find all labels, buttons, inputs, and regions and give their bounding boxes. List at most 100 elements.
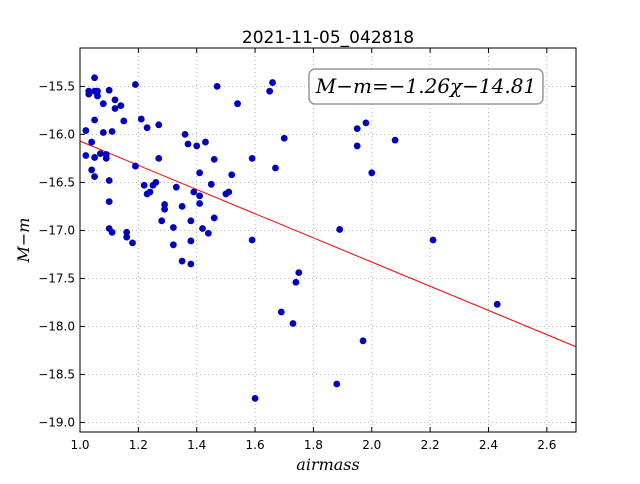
y-tick-label: −18.5	[38, 367, 75, 381]
data-point	[190, 188, 198, 196]
y-tick-label: −17.0	[38, 223, 75, 237]
equation-box-frame	[308, 68, 544, 105]
data-point	[251, 395, 259, 402]
data-point	[277, 308, 285, 316]
data-point	[91, 116, 98, 124]
y-tick-label: −19.0	[38, 415, 75, 429]
data-point	[172, 183, 180, 191]
data-point	[213, 83, 221, 90]
data-point	[161, 205, 169, 213]
data-point	[187, 260, 195, 268]
data-point	[178, 203, 186, 210]
x-tick-label: 1.2	[129, 438, 148, 452]
data-point	[99, 100, 107, 108]
data-point	[132, 162, 139, 170]
data-point	[272, 164, 279, 172]
x-tick-label: 2.0	[362, 438, 381, 452]
data-point	[129, 239, 136, 247]
data-point	[362, 119, 370, 127]
x-axis-label: airmass	[296, 455, 359, 474]
data-point	[187, 217, 195, 225]
data-point	[181, 131, 189, 138]
y-axis-label: M−m	[14, 218, 33, 264]
data-point	[178, 257, 186, 265]
data-point	[248, 155, 256, 162]
data-point	[102, 151, 110, 158]
y-tick-label: −15.5	[38, 79, 75, 93]
fit-equation-box: M−m=−1.26χ−14.81	[308, 68, 544, 105]
data-point	[108, 228, 116, 236]
data-point	[368, 169, 376, 177]
data-point	[155, 155, 163, 162]
data-point	[140, 181, 148, 189]
x-tick-label: 2.2	[421, 438, 440, 452]
fit-equation: M−m=−1.26χ−14.81	[315, 74, 536, 98]
data-point	[137, 115, 145, 123]
data-point	[120, 117, 128, 125]
data-point	[91, 154, 98, 161]
data-point	[94, 87, 101, 95]
data-point	[493, 300, 501, 308]
fit-line	[79, 140, 577, 348]
data-point	[429, 236, 437, 244]
data-point	[292, 278, 300, 286]
data-point	[85, 90, 93, 98]
data-point	[91, 173, 98, 181]
data-point	[269, 79, 276, 86]
y-tick-label: −18.0	[38, 319, 75, 333]
axis-ticks: 1.0 1.2 1.4 1.6 1.8 2.0 2.2 2.4 2.6 −15.5 −16.0 −16…	[38, 48, 576, 452]
data-points	[82, 74, 501, 402]
data-point	[152, 179, 160, 186]
data-point	[196, 192, 204, 200]
data-point	[187, 237, 195, 245]
data-point	[336, 226, 344, 233]
data-point	[143, 124, 151, 132]
data-point	[204, 229, 212, 237]
data-point	[280, 134, 288, 142]
x-tick-label: 1.4	[187, 438, 206, 452]
data-point	[196, 169, 204, 177]
data-point	[193, 142, 201, 150]
grid-lines	[79, 48, 576, 432]
data-point	[169, 224, 177, 231]
fit-line-group	[79, 140, 577, 348]
data-point	[99, 129, 107, 136]
data-point	[94, 92, 101, 100]
data-point	[207, 180, 215, 188]
data-point	[132, 81, 139, 88]
data-point	[391, 136, 399, 144]
data-point	[225, 188, 233, 196]
data-point	[353, 125, 361, 133]
x-tick-label: 1.0	[70, 438, 89, 452]
data-point	[210, 155, 218, 163]
data-point	[199, 225, 206, 232]
data-point	[111, 96, 119, 104]
data-point	[82, 152, 90, 159]
data-point	[88, 138, 96, 146]
data-point	[105, 86, 113, 94]
data-point	[117, 102, 125, 109]
data-point	[108, 128, 116, 135]
data-point	[146, 188, 154, 196]
data-point	[359, 337, 367, 345]
data-point	[333, 380, 341, 388]
data-point	[169, 241, 177, 249]
data-point	[123, 233, 131, 241]
data-point	[248, 236, 256, 244]
data-point	[105, 198, 113, 206]
plot-area-frame	[79, 47, 577, 433]
data-point	[210, 214, 218, 222]
data-point	[88, 166, 96, 174]
chart-title: 2021-11-05_042818	[242, 28, 414, 48]
data-point	[82, 127, 90, 134]
y-tick-label: −16.5	[38, 175, 75, 189]
x-tick-label: 1.8	[304, 438, 323, 452]
data-point	[91, 74, 98, 82]
data-point	[295, 269, 303, 277]
x-tick-label: 2.4	[479, 438, 498, 452]
data-point	[234, 100, 241, 108]
data-point	[158, 217, 166, 225]
data-point	[228, 171, 236, 179]
